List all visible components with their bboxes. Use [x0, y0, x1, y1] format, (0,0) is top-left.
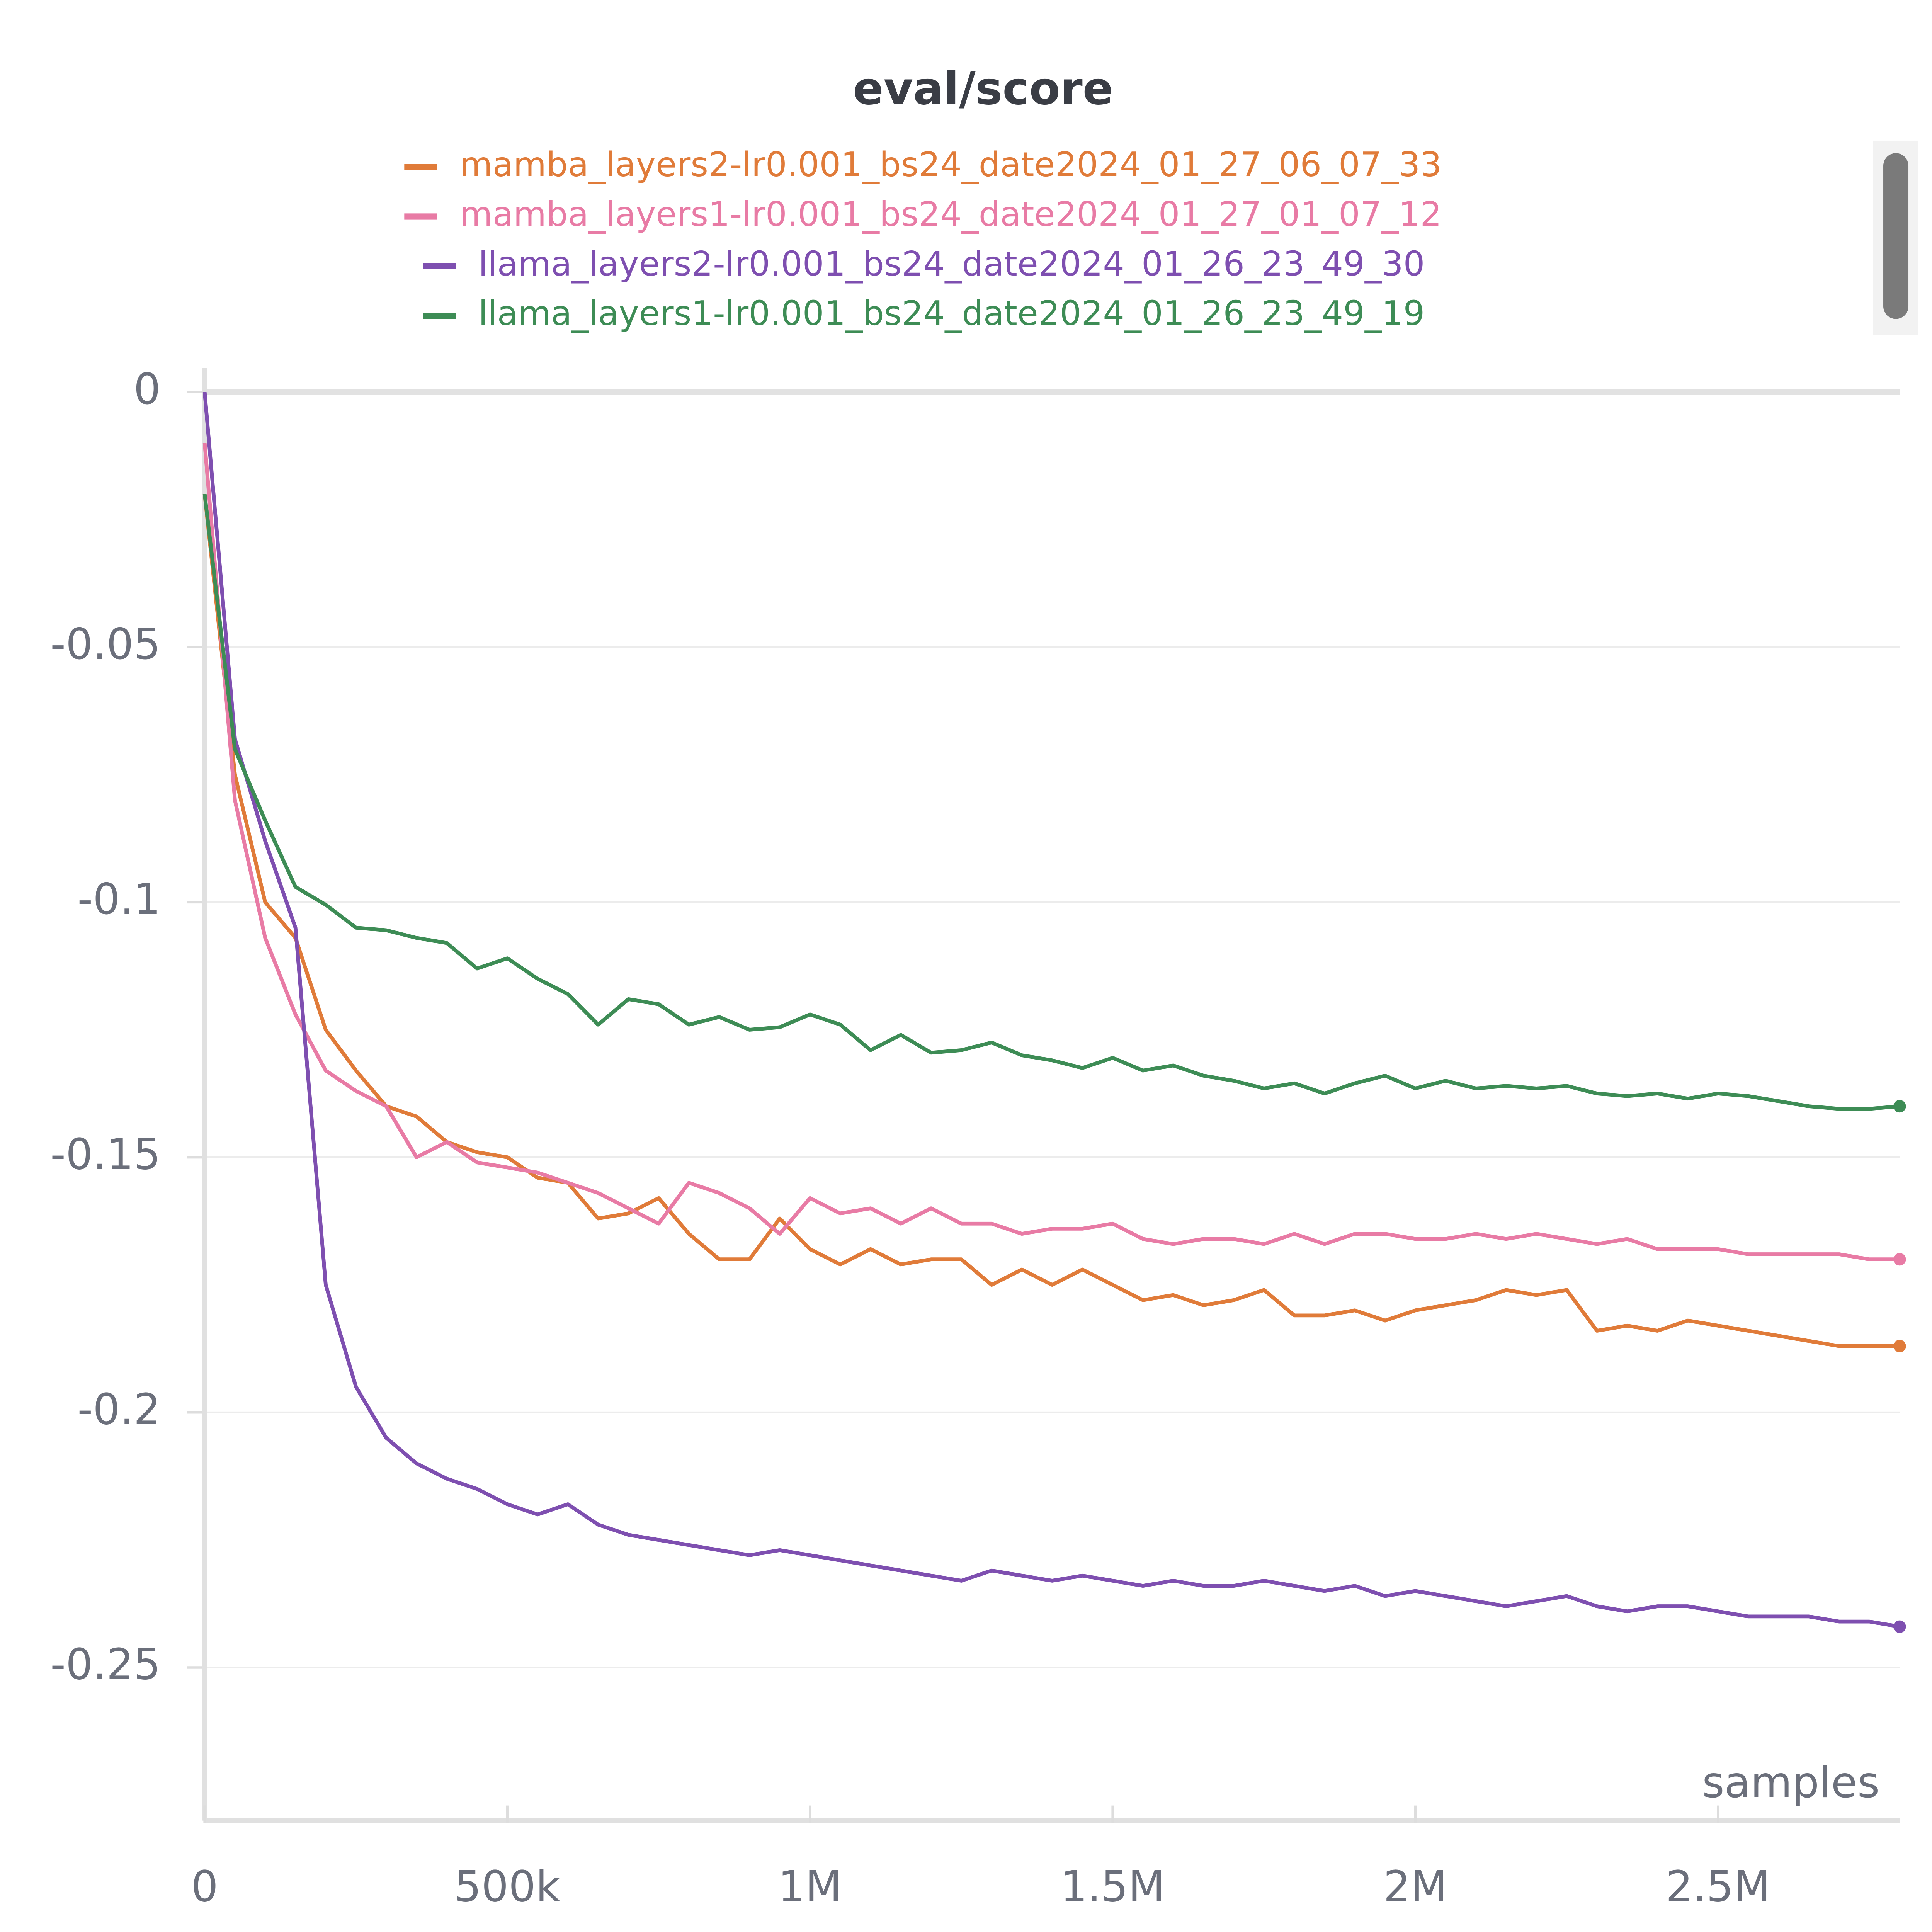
end-point: [1893, 1340, 1906, 1352]
end-point: [1893, 1100, 1906, 1113]
x-tick-label: 2.5M: [1666, 1862, 1770, 1912]
x-tick-label: 0: [191, 1862, 218, 1912]
end-point: [1893, 1620, 1906, 1633]
x-axis-label: samples: [1702, 1758, 1879, 1808]
x-tick-label: 1M: [778, 1862, 842, 1912]
x-tick-label: 1.5M: [1060, 1862, 1165, 1912]
series-line: [202, 392, 1900, 1629]
legend-label: mamba_layers2-lr0.001_bs24_date2024_01_2…: [459, 145, 1442, 184]
legend-label: mamba_layers1-lr0.001_bs24_date2024_01_2…: [459, 194, 1442, 234]
series-line: [202, 443, 1900, 1262]
y-tick-label: -0.25: [50, 1640, 161, 1690]
series-line: [202, 494, 1900, 1111]
y-tick-label: -0.2: [77, 1385, 161, 1435]
end-point: [1893, 1253, 1906, 1266]
scrollbar-thumb[interactable]: [1883, 153, 1909, 319]
chart-title: eval/score: [853, 62, 1113, 115]
legend-label: llama_layers1-lr0.001_bs24_date2024_01_2…: [478, 294, 1425, 333]
legend-label: llama_layers2-lr0.001_bs24_date2024_01_2…: [478, 244, 1425, 284]
x-tick-label: 2M: [1383, 1862, 1447, 1912]
series-line: [202, 494, 1900, 1348]
y-tick-label: -0.1: [77, 874, 161, 924]
y-tick-label: 0: [134, 364, 161, 414]
x-tick-label: 500k: [454, 1862, 561, 1912]
y-tick-label: -0.15: [50, 1129, 161, 1179]
y-tick-label: -0.05: [50, 619, 161, 669]
